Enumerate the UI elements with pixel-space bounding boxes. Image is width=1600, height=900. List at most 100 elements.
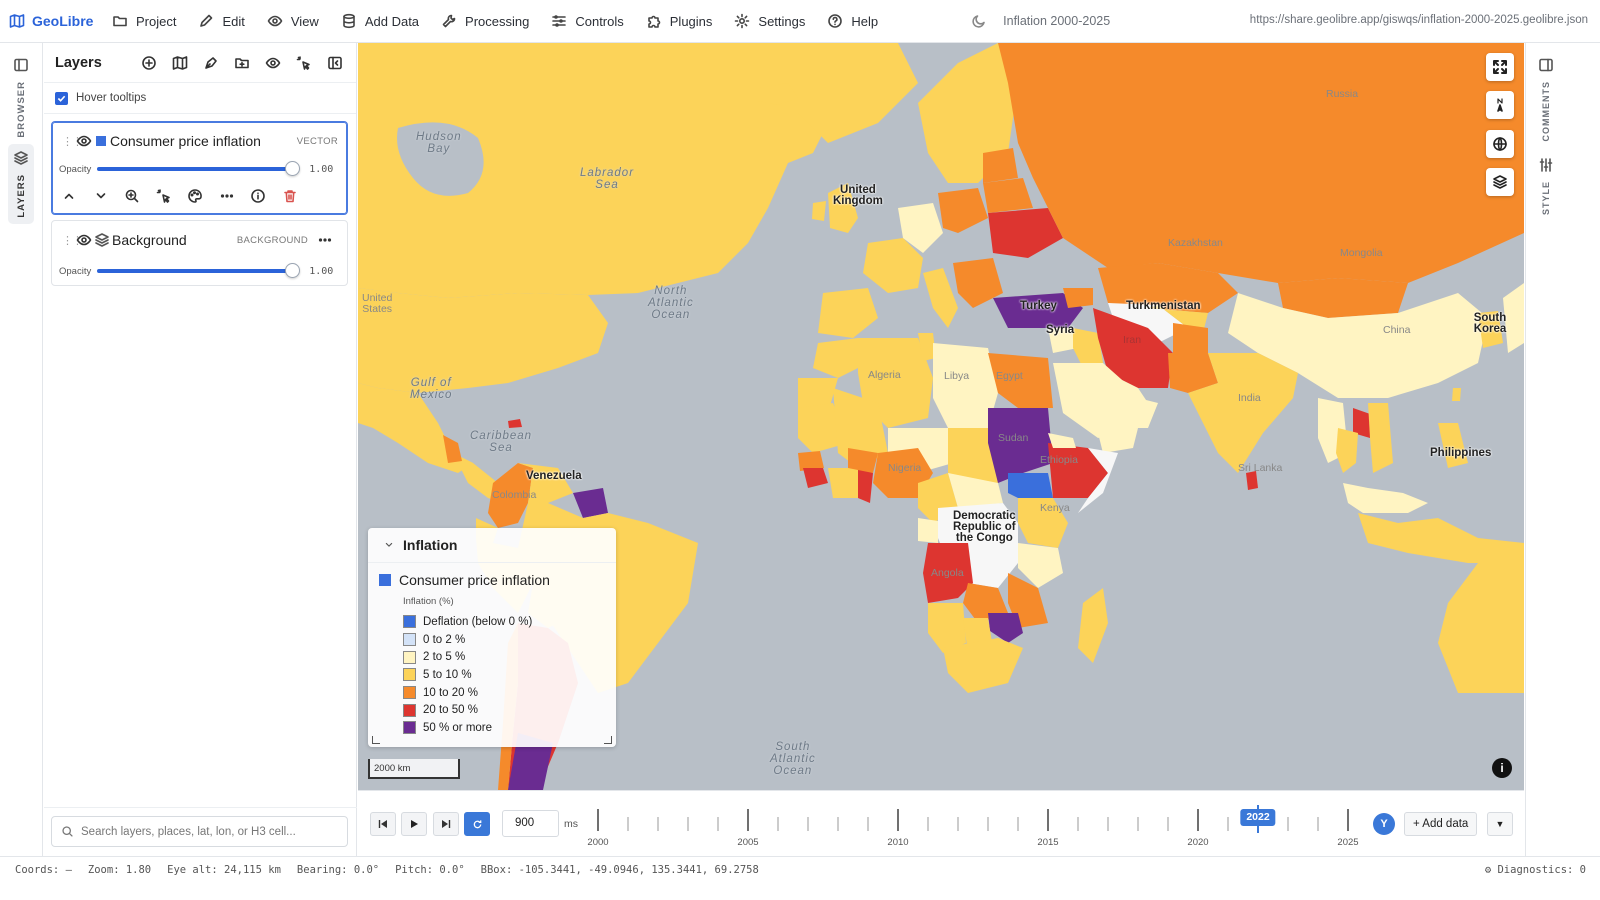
add-data-button[interactable]: + Add data [1404,812,1478,836]
legend-resize-corner-right[interactable] [604,736,612,744]
map-canvas[interactable]: Hudson Bay Labrador Sea North Atlantic Ocean… [358,43,1524,790]
tab-comments[interactable]: COMMENTS [1538,57,1554,142]
drag-handle-icon[interactable]: ⋮⋮ [62,234,83,247]
animation-speed-input[interactable]: 900 [502,810,559,837]
skip-back-button[interactable] [370,812,396,836]
chevron-down-icon[interactable] [383,539,395,551]
tab-layers-label: LAYERS [15,174,27,218]
country-vietnam [1368,403,1393,473]
delete-layer-button[interactable] [282,188,314,204]
layer-item-consumer-price-inflation[interactable]: ⋮⋮ Consumer price inflation VECTOR Opaci… [51,121,348,215]
menu-help[interactable]: Help [820,0,893,43]
country-south-sudan [1008,473,1053,503]
sliders-icon [552,15,567,27]
country-korea [1478,311,1503,348]
timeline-year-label: 2015 [1037,837,1059,848]
hover-tooltips-toggle[interactable]: Hover tooltips [44,83,356,114]
country-uk [828,183,858,233]
layer-visibility-toggle[interactable] [76,232,94,248]
add-layer-button[interactable] [133,55,164,71]
legend-header[interactable]: Inflation [368,528,616,563]
share-url[interactable]: https://share.geolibre.app/giswqs/inflat… [1249,14,1588,26]
collapse-panel-button[interactable] [319,55,350,71]
country-syria [1048,328,1078,353]
zoom-to-layer-button[interactable] [124,188,156,204]
toggle-visibility-button[interactable] [257,55,288,71]
left-rail: BROWSER LAYERS [0,43,43,856]
play-button[interactable] [401,812,427,836]
layers-header: Layers [44,43,356,83]
country-tanzania [1018,543,1063,588]
document-title[interactable]: Inflation 2000-2025 [1003,14,1111,28]
country-zimbabwe [988,613,1023,643]
tab-layers[interactable]: LAYERS [8,144,34,224]
country-madagascar [1078,588,1108,663]
drag-handle-icon[interactable]: ⋮⋮ [62,135,83,148]
country-ivory-coast [828,468,863,498]
compass-button[interactable] [1486,91,1514,119]
country-burkina [848,448,878,473]
tab-style[interactable]: STYLE [1538,157,1554,215]
diagnostics-button[interactable]: ⚙ Diagnostics: 0 [1484,864,1586,876]
layer-switcher-button[interactable] [1486,168,1514,196]
opacity-row: Opacity 1.00 [52,259,347,283]
legend-item: 50 % or more [368,719,616,737]
loop-toggle-button[interactable] [464,812,490,836]
globe-projection-button[interactable] [1486,130,1514,158]
country-morocco [813,338,868,378]
user-avatar[interactable]: Y [1373,813,1395,835]
menu-processing[interactable]: Processing [434,0,544,43]
style-layer-button[interactable] [187,188,219,204]
country-sierra-leone [803,468,828,488]
layer-search-input[interactable]: Search layers, places, lat, lon, or H3 c… [51,816,348,847]
move-down-button[interactable] [93,188,125,204]
label-russia: Russia [1326,88,1359,100]
app-brand[interactable]: GeoLibre [0,13,105,29]
opacity-slider-handle[interactable] [285,161,301,176]
fullscreen-button[interactable] [1486,53,1514,81]
menu-add-data[interactable]: Add Data [334,0,434,43]
add-data-dropdown-button[interactable]: ▼ [1487,812,1513,836]
country-baltics [983,148,1018,183]
tab-browser[interactable]: BROWSER [8,57,34,138]
layer-info-button[interactable] [250,188,282,204]
country-namibia [928,603,966,653]
layer-item-background[interactable]: ⋮⋮ Background BACKGROUND Opacity 1.00 [51,220,348,286]
basemap-button[interactable] [164,55,195,71]
opacity-slider[interactable] [97,263,301,278]
opacity-slider[interactable] [97,161,301,176]
opacity-slider-handle[interactable] [285,263,301,278]
layer-visibility-toggle[interactable] [76,133,94,149]
hover-tooltips-label: Hover tooltips [76,92,147,104]
current-year-badge[interactable]: 2022 [1240,809,1276,826]
menu-view[interactable]: View [260,0,334,43]
menu-edit[interactable]: Edit [191,0,259,43]
speed-unit-label: ms [564,818,578,830]
legend-swatch [403,650,416,664]
legend-resize-corner-left[interactable] [372,736,380,744]
legend-item-label: 5 to 10 % [423,668,472,681]
menu-project[interactable]: Project [105,0,191,43]
add-group-button[interactable] [226,55,257,71]
legend-swatch [403,633,416,647]
menu-controls[interactable]: Controls [544,0,638,43]
menu-plugins[interactable]: Plugins [639,0,728,43]
more-options-button[interactable] [317,232,333,248]
identify-button[interactable] [288,55,319,71]
country-png-australia [1438,563,1524,693]
country-oman [1138,398,1158,428]
label-ethiopia: Ethiopia [1040,454,1078,466]
tab-browser-label: BROWSER [15,81,27,138]
world-choropleth [358,43,1524,790]
more-options-button[interactable] [219,188,251,204]
skip-forward-button[interactable] [433,812,459,836]
draw-button[interactable] [195,55,226,71]
hover-tooltips-checkbox[interactable] [55,91,68,105]
menu-settings[interactable]: Settings [727,0,820,43]
country-pakistan [1168,353,1218,393]
move-up-button[interactable] [61,188,93,204]
identify-layer-button[interactable] [156,188,188,204]
attribution-info-button[interactable]: i [1492,758,1512,778]
country-argentina-south [508,733,553,790]
theme-toggle-button[interactable] [971,13,991,29]
